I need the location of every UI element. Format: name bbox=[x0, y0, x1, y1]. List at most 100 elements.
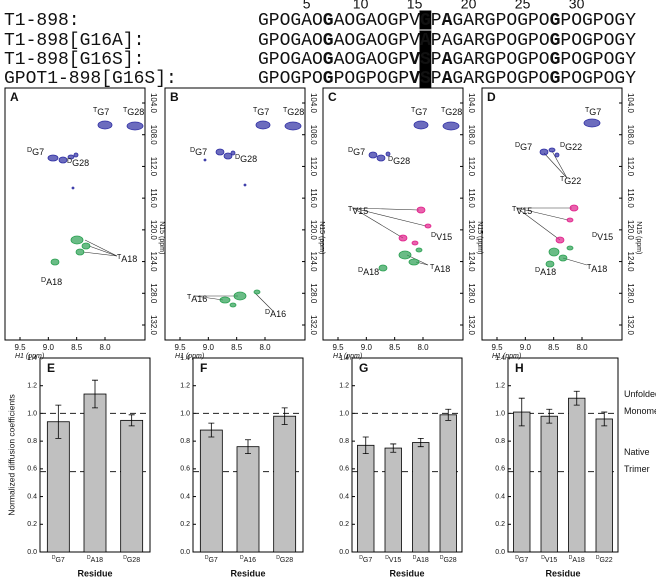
label-prefix: T bbox=[560, 176, 565, 183]
leader-line bbox=[516, 207, 569, 221]
error-bar bbox=[281, 407, 288, 425]
y-axis-label: N15 (ppm) bbox=[635, 221, 642, 254]
peak bbox=[442, 121, 460, 131]
y-tick-label: 0.0 bbox=[495, 549, 505, 556]
peak-label: TA18 bbox=[430, 264, 450, 275]
peak bbox=[398, 250, 412, 260]
peak bbox=[229, 302, 237, 308]
label-prefix: D bbox=[52, 555, 56, 561]
peak bbox=[539, 148, 549, 156]
sequence-segment: P bbox=[431, 50, 442, 70]
label-residue: G22 bbox=[564, 176, 581, 186]
highlighted-residue: A bbox=[420, 31, 431, 51]
y-tick-label: 112.0 bbox=[467, 157, 476, 177]
x-tick-label: 9.0 bbox=[520, 343, 532, 352]
label-prefix: T bbox=[93, 107, 98, 114]
label-prefix: D bbox=[596, 555, 600, 561]
peak bbox=[368, 151, 378, 159]
position-tick: 5 bbox=[303, 0, 311, 12]
leader-line bbox=[194, 295, 224, 301]
highlighted-residue: A bbox=[442, 69, 453, 89]
leader-line bbox=[352, 207, 420, 211]
y-tick-label: 1.4 bbox=[27, 355, 37, 362]
error-bar bbox=[362, 436, 369, 455]
label-residue: A18 bbox=[91, 557, 104, 564]
label-residue: A18 bbox=[46, 277, 62, 287]
highlighted-residue: G bbox=[550, 31, 561, 51]
panel-letter: F bbox=[200, 361, 207, 375]
y-tick-label: 1.0 bbox=[27, 410, 37, 417]
label-residue: V15 bbox=[516, 206, 532, 216]
label-prefix: D bbox=[515, 555, 519, 561]
highlighted-residue: A bbox=[442, 50, 453, 70]
peak bbox=[554, 152, 560, 158]
error-bar bbox=[55, 404, 62, 439]
label-residue: V15 bbox=[545, 557, 558, 564]
label-residue: A18 bbox=[363, 267, 379, 277]
label-residue: G7 bbox=[55, 557, 64, 564]
sequence-name: T1-898[G16S]: bbox=[4, 50, 144, 70]
y-tick-label: 132.0 bbox=[626, 315, 635, 336]
y-tick-label: 0.2 bbox=[180, 521, 190, 528]
peak bbox=[219, 296, 231, 304]
y-tick-label: 128.0 bbox=[467, 283, 476, 304]
peak bbox=[376, 154, 386, 162]
bar bbox=[199, 429, 223, 553]
label-prefix: T bbox=[512, 206, 517, 213]
peak bbox=[73, 152, 79, 158]
label-prefix: T bbox=[441, 107, 446, 114]
error-bar bbox=[92, 379, 98, 409]
peak-label: TA18 bbox=[587, 264, 607, 275]
error-bar bbox=[128, 414, 135, 427]
y-tick-label: 128.0 bbox=[149, 283, 158, 304]
plot-frame bbox=[351, 357, 463, 553]
x-tick-label: 9.0 bbox=[203, 343, 215, 352]
bar bbox=[273, 415, 297, 553]
peak-label: TG28 bbox=[283, 107, 304, 118]
bar bbox=[568, 397, 586, 553]
y-tick-label: 0.8 bbox=[27, 438, 37, 445]
label-prefix: T bbox=[283, 107, 288, 114]
y-tick-label: 132.0 bbox=[467, 315, 476, 336]
residue-box bbox=[419, 30, 432, 50]
panel-letter: G bbox=[359, 361, 368, 375]
label-prefix: D bbox=[515, 142, 520, 149]
x-tick-label: 9.5 bbox=[491, 343, 503, 352]
sequence-name: T1-898[G16A]: bbox=[4, 31, 144, 51]
x-tick-label: 9.5 bbox=[14, 343, 26, 352]
highlighted-residue: G bbox=[323, 11, 334, 31]
bar bbox=[513, 411, 531, 553]
peak-label: DG22 bbox=[560, 142, 582, 153]
sequence-segment: GARGPOGPO bbox=[452, 50, 549, 70]
y-tick-label: 1.4 bbox=[495, 355, 505, 362]
peak-label: TG28 bbox=[441, 107, 462, 118]
x-tick-label: 8.5 bbox=[71, 343, 83, 352]
y-tick-label: 104.0 bbox=[626, 93, 635, 114]
highlighted-residue: G bbox=[550, 50, 561, 70]
leader-line bbox=[352, 207, 404, 239]
label-residue: G7 bbox=[195, 147, 207, 157]
x-tick-label: DA18 bbox=[87, 555, 103, 564]
panel-letter: H bbox=[515, 361, 524, 375]
y-tick-label: 116.0 bbox=[149, 188, 158, 208]
highlighted-residue: G bbox=[323, 50, 334, 70]
x-tick-label: 8.0 bbox=[417, 343, 429, 352]
label-residue: G7 bbox=[208, 557, 217, 564]
error-bar bbox=[390, 443, 397, 453]
bar bbox=[384, 447, 402, 553]
label-prefix: D bbox=[235, 154, 240, 161]
leader-line bbox=[254, 292, 274, 312]
peak-label: DG7 bbox=[27, 147, 44, 158]
residue-box bbox=[419, 68, 432, 88]
label-residue: G28 bbox=[127, 107, 144, 117]
label-residue: G7 bbox=[520, 142, 532, 152]
label-residue: A18 bbox=[416, 557, 429, 564]
label-prefix: D bbox=[240, 555, 244, 561]
bar bbox=[120, 419, 144, 553]
error-bar bbox=[518, 397, 525, 427]
highlighted-residue: G bbox=[323, 69, 334, 89]
bar bbox=[357, 444, 375, 553]
peak-label: DV15 bbox=[592, 232, 613, 243]
label-residue: V15 bbox=[352, 206, 368, 216]
